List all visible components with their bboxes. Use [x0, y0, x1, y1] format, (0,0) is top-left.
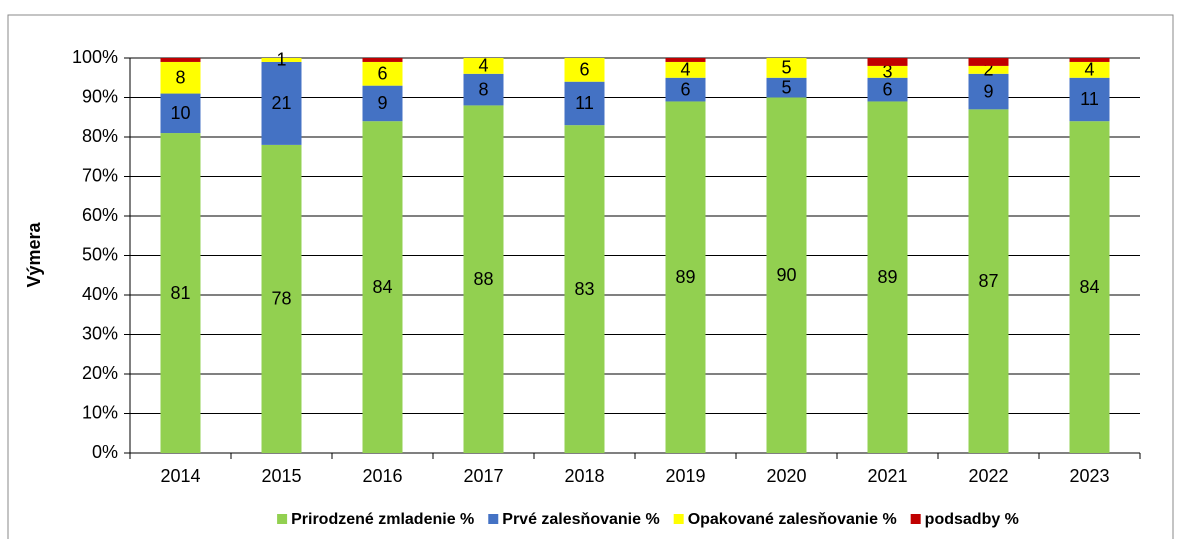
data-label: 2 — [983, 60, 993, 80]
y-tick-label: 20% — [82, 363, 118, 383]
x-tick-label: 2014 — [160, 466, 200, 486]
x-tick-label: 2022 — [968, 466, 1008, 486]
bar-segment — [665, 61, 706, 78]
bar-segment — [1069, 121, 1110, 453]
legend-swatch — [910, 514, 921, 524]
bar-segment — [160, 58, 201, 62]
data-label: 88 — [473, 269, 493, 289]
data-label: 5 — [781, 58, 791, 78]
bar-segment — [867, 65, 908, 78]
data-label: 83 — [574, 279, 594, 299]
data-label: 84 — [372, 277, 392, 297]
bar-segment — [564, 125, 605, 454]
bar-segment — [463, 73, 504, 106]
data-label: 3 — [882, 62, 892, 82]
legend-label: Opakované zalesňovanie % — [688, 511, 897, 528]
bar-segment — [867, 58, 908, 66]
bar-segment — [564, 58, 605, 82]
y-tick-label: 60% — [82, 205, 118, 225]
bar-segment — [463, 58, 504, 74]
bar-segment — [463, 105, 504, 454]
data-label: 9 — [983, 81, 993, 101]
data-label: 89 — [877, 267, 897, 287]
bar-segment — [867, 101, 908, 453]
bar-segment — [968, 73, 1009, 110]
bar-segment — [766, 97, 807, 453]
x-tick-label: 2016 — [362, 466, 402, 486]
y-axis-title: Výmera — [24, 221, 44, 287]
data-label: 10 — [170, 103, 190, 123]
bar-segment — [261, 58, 302, 62]
data-label: 9 — [377, 93, 387, 113]
data-label: 8 — [175, 68, 185, 88]
data-label: 4 — [478, 56, 488, 76]
bar-segment — [665, 101, 706, 453]
bar-segment — [362, 61, 403, 86]
x-tick-label: 2023 — [1069, 466, 1109, 486]
y-tick-label: 40% — [82, 284, 118, 304]
data-label: 11 — [1080, 89, 1099, 109]
x-tick-label: 2017 — [463, 466, 503, 486]
chart-border — [7, 14, 1174, 539]
data-label: 90 — [776, 265, 796, 285]
legend-label: Prvé zalesňovanie % — [502, 511, 659, 528]
bar-segment — [968, 109, 1009, 453]
data-label: 8 — [478, 79, 488, 99]
legend-swatch — [277, 514, 288, 524]
x-tick-label: 2020 — [766, 466, 806, 486]
x-tick-label: 2019 — [665, 466, 705, 486]
bar-segment — [160, 61, 201, 94]
bar-segment — [968, 58, 1009, 66]
x-tick-label: 2015 — [261, 466, 301, 486]
bar-segment — [261, 144, 302, 453]
bar-segment — [665, 58, 706, 62]
bar-segment — [1069, 77, 1110, 122]
data-label: 4 — [1084, 60, 1094, 80]
data-label: 89 — [675, 267, 695, 287]
bar-segment — [1069, 61, 1110, 78]
bar-segment — [1069, 58, 1110, 62]
y-tick-label: 30% — [82, 323, 118, 343]
bar-segment — [665, 77, 706, 102]
bar-segment — [261, 61, 302, 145]
data-label: 11 — [575, 93, 594, 113]
bar-segment — [160, 93, 201, 134]
legend-label: Prirodzené zmladenie % — [291, 511, 474, 528]
y-tick-label: 100% — [72, 47, 118, 67]
bar-segment — [766, 77, 807, 98]
data-label: 87 — [978, 271, 998, 291]
bar-segment — [968, 65, 1009, 74]
bar-segment — [362, 85, 403, 122]
bar-segment — [362, 121, 403, 453]
legend-swatch — [488, 514, 499, 524]
data-label: 6 — [579, 60, 589, 80]
bar-segment — [362, 58, 403, 62]
legend-label: podsadby % — [925, 511, 1019, 528]
data-label: 1 — [276, 50, 286, 70]
bar-segment — [564, 81, 605, 126]
bar-segment — [766, 58, 807, 78]
y-tick-label: 0% — [92, 442, 118, 462]
data-label: 5 — [781, 77, 791, 97]
y-tick-label: 50% — [82, 244, 118, 264]
x-tick-label: 2018 — [564, 466, 604, 486]
bar-segment — [160, 133, 201, 454]
y-tick-label: 10% — [82, 402, 118, 422]
x-tick-label: 2021 — [867, 466, 907, 486]
data-label: 4 — [680, 60, 690, 80]
y-tick-label: 70% — [82, 165, 118, 185]
y-tick-label: 90% — [82, 86, 118, 106]
legend-swatch — [673, 514, 684, 524]
data-label: 6 — [882, 79, 892, 99]
data-label: 81 — [170, 283, 190, 303]
data-label: 84 — [1079, 277, 1099, 297]
y-tick-label: 80% — [82, 126, 118, 146]
data-label: 21 — [271, 93, 291, 113]
data-label: 78 — [271, 289, 291, 309]
data-label: 6 — [377, 64, 387, 84]
data-label: 6 — [680, 79, 690, 99]
bar-segment — [867, 77, 908, 102]
